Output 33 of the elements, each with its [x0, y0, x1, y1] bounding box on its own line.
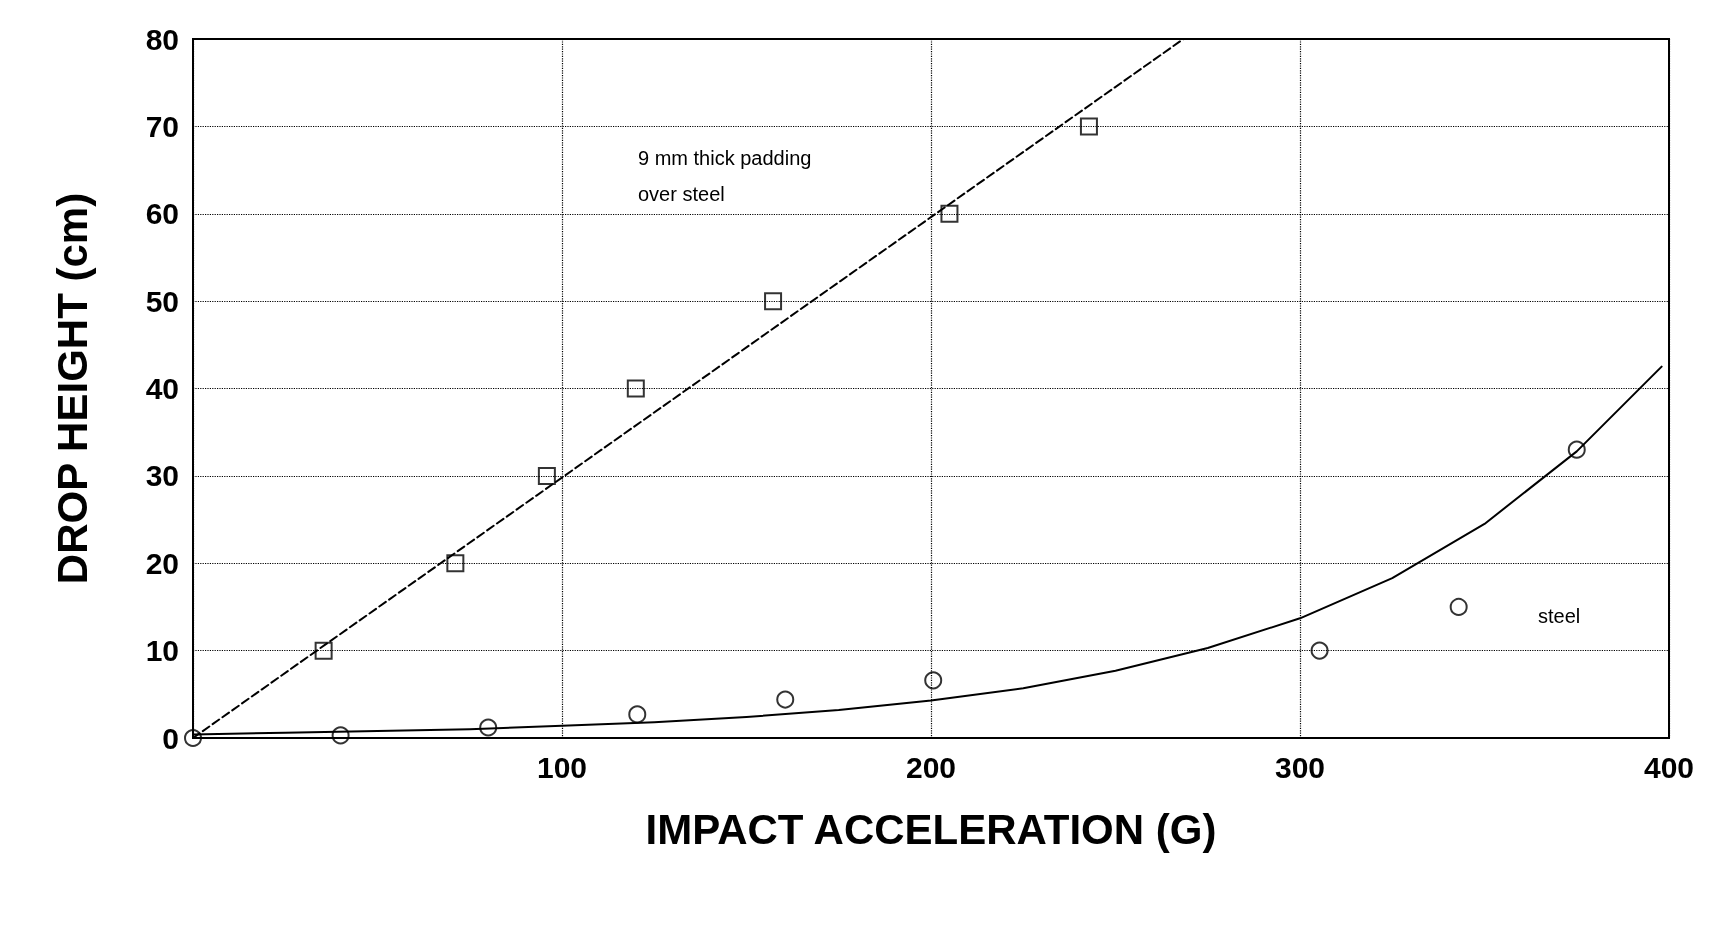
point: [628, 705, 647, 724]
y-tick-label: 30: [145, 459, 179, 493]
y-tick-label: 10: [145, 634, 179, 668]
point: [1310, 641, 1329, 660]
point: [940, 204, 959, 223]
y-tick-label: 80: [145, 22, 179, 56]
y-tick-label: 40: [145, 372, 179, 405]
x-axis-title: IMPACT ACCELERATION (G): [645, 805, 1217, 853]
y-tick-label: 20: [145, 546, 179, 580]
point: [331, 726, 350, 745]
x-tick-label: 400: [1643, 750, 1695, 784]
y-tick-label: 50: [145, 284, 179, 318]
point: [446, 554, 465, 573]
x-tick-label: 300: [1274, 750, 1326, 784]
y-tick-label: 70: [145, 109, 179, 143]
point: [479, 718, 498, 737]
x-tick-label: 100: [536, 750, 588, 784]
y-tick-label: 0: [162, 721, 179, 755]
x-tick-label: 200: [905, 750, 957, 784]
point: [184, 729, 202, 747]
point: [1449, 597, 1468, 616]
annotation: steel: [1538, 605, 1581, 627]
point: [764, 292, 783, 311]
y-tick-label: 60: [145, 197, 179, 231]
point: [1079, 117, 1098, 136]
y-axis-title: DROP HEIGHT (cm): [48, 192, 96, 585]
point: [776, 690, 795, 709]
point: [626, 379, 645, 398]
annotation: 9 mm thick padding over steel: [638, 147, 812, 205]
point: [314, 641, 333, 660]
point: [1567, 440, 1586, 459]
point: [537, 466, 556, 485]
point: [924, 671, 943, 690]
